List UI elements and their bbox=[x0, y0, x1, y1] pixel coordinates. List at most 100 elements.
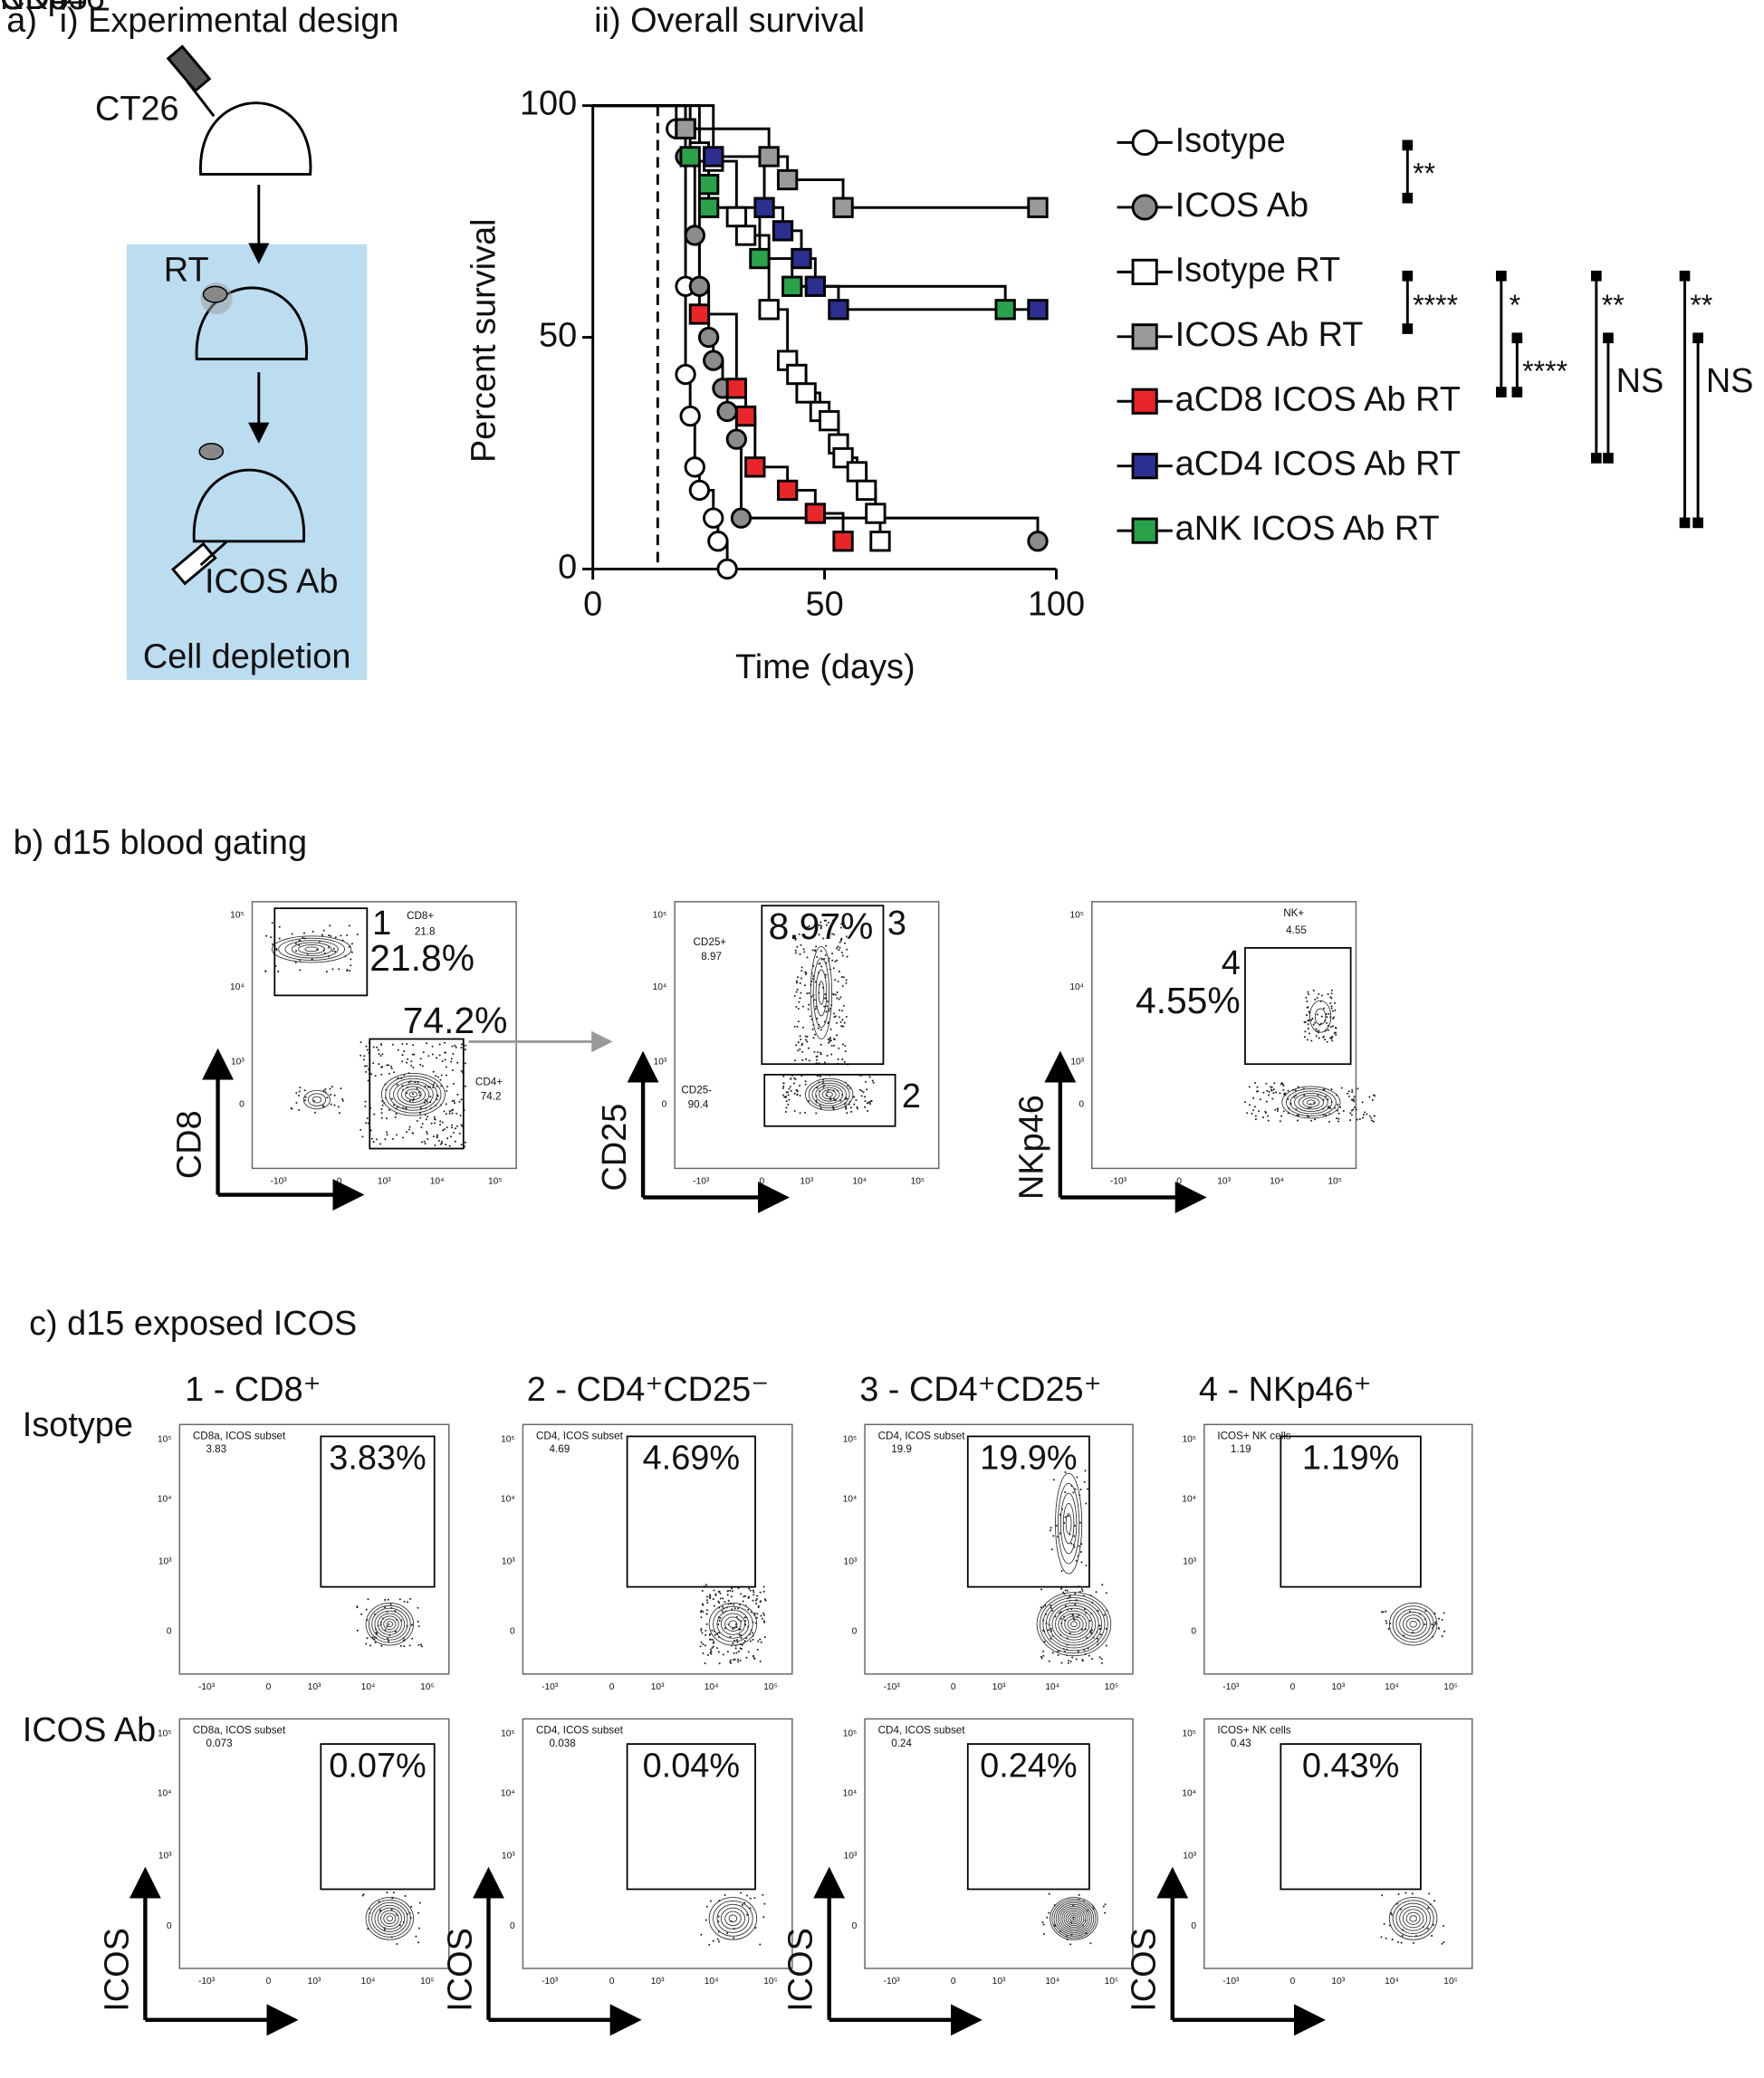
event-dot bbox=[1350, 1114, 1353, 1116]
contour bbox=[815, 1085, 844, 1105]
event-dot bbox=[820, 1029, 822, 1031]
event-dot bbox=[313, 1111, 316, 1114]
gate-label: CD4+ bbox=[475, 1077, 503, 1088]
event-dot bbox=[1310, 1019, 1313, 1021]
event-dot bbox=[460, 1046, 463, 1049]
event-dot bbox=[796, 988, 799, 991]
event-dot bbox=[753, 1612, 756, 1614]
contour bbox=[708, 1602, 758, 1646]
survival-point bbox=[744, 456, 766, 478]
gate-label: ICOS+ NK cells bbox=[1217, 1725, 1290, 1737]
contour bbox=[1285, 1088, 1337, 1116]
contour bbox=[1060, 1613, 1087, 1635]
event-dot bbox=[1441, 1618, 1443, 1621]
contour bbox=[815, 969, 828, 1017]
event-dot bbox=[706, 1609, 709, 1612]
event-dot bbox=[449, 1135, 452, 1138]
legend-label: Isotype bbox=[1175, 121, 1286, 159]
event-dot bbox=[741, 1643, 743, 1646]
event-dot bbox=[1079, 1551, 1082, 1554]
event-dot bbox=[433, 1117, 436, 1121]
flow-tick-label: 10³ bbox=[844, 1557, 858, 1567]
flow-tick-label: 0 bbox=[1290, 1977, 1296, 1987]
gate-label: 21.8 bbox=[415, 925, 436, 937]
event-dot bbox=[740, 1891, 743, 1894]
event-dot bbox=[417, 1927, 420, 1930]
event-dot bbox=[1424, 1623, 1426, 1626]
event-dot bbox=[702, 1610, 705, 1613]
survival-point bbox=[725, 378, 747, 399]
event-dot bbox=[1303, 1036, 1306, 1039]
event-dot bbox=[746, 1913, 749, 1916]
event-dot bbox=[1270, 1086, 1272, 1088]
event-dot bbox=[1322, 1035, 1325, 1038]
event-dot bbox=[867, 1102, 869, 1105]
event-dot bbox=[759, 1638, 762, 1641]
event-dot bbox=[294, 942, 297, 945]
event-dot bbox=[426, 1042, 428, 1045]
event-dot bbox=[838, 998, 840, 1001]
event-dot bbox=[1323, 1088, 1326, 1091]
flow-tick-label: 10⁴ bbox=[361, 1977, 376, 1987]
event-dot bbox=[387, 1640, 389, 1642]
event-dot bbox=[844, 924, 847, 927]
event-dot bbox=[412, 1093, 415, 1096]
gate-label: 3.83% bbox=[329, 1440, 426, 1478]
panel-label: a) bbox=[6, 2, 37, 40]
event-dot bbox=[763, 1614, 766, 1616]
event-dot bbox=[1315, 1035, 1318, 1038]
gate-label: 4 bbox=[1222, 944, 1241, 982]
event-dot bbox=[797, 1008, 800, 1010]
event-dot bbox=[1287, 1089, 1289, 1092]
event-dot bbox=[799, 1112, 801, 1115]
contour bbox=[278, 937, 346, 961]
event-dot bbox=[755, 1597, 758, 1600]
event-dot bbox=[381, 1053, 384, 1056]
event-dot bbox=[1044, 1604, 1047, 1607]
event-dot bbox=[789, 1077, 792, 1080]
event-dot bbox=[711, 1646, 714, 1650]
event-dot bbox=[1079, 1591, 1081, 1594]
event-dot bbox=[1296, 1119, 1299, 1122]
event-dot bbox=[445, 1066, 447, 1068]
event-dot bbox=[706, 1602, 709, 1604]
event-dot bbox=[450, 1060, 453, 1063]
event-dot bbox=[1078, 1893, 1080, 1896]
event-dot bbox=[408, 1125, 411, 1128]
x-axis-label: Time (days) bbox=[735, 648, 916, 686]
gate-label: 8.97% bbox=[769, 905, 874, 947]
event-dot bbox=[362, 1893, 365, 1896]
contour bbox=[810, 945, 833, 1039]
event-dot bbox=[744, 1619, 747, 1623]
event-dot bbox=[341, 1099, 344, 1102]
event-dot bbox=[1307, 1028, 1309, 1030]
event-dot bbox=[405, 1131, 408, 1134]
event-dot bbox=[731, 1587, 733, 1590]
plot-frame bbox=[864, 1423, 1134, 1675]
event-dot bbox=[419, 1643, 422, 1646]
event-dot bbox=[815, 945, 818, 948]
event-dot bbox=[378, 1053, 380, 1056]
event-dot bbox=[312, 1100, 315, 1103]
event-dot bbox=[721, 1605, 724, 1608]
event-dot bbox=[815, 1056, 818, 1058]
flow-tick-label: 10⁵ bbox=[1443, 1977, 1458, 1987]
event-dot bbox=[1347, 1090, 1350, 1093]
survival-point bbox=[707, 531, 729, 552]
event-dot bbox=[1267, 1119, 1270, 1122]
event-dot bbox=[729, 1589, 732, 1592]
event-dot bbox=[1330, 1088, 1333, 1091]
event-dot bbox=[808, 1059, 810, 1062]
event-dot bbox=[845, 1107, 848, 1110]
plot-frame bbox=[522, 1718, 793, 1969]
y-tick-label: 50 bbox=[539, 317, 577, 355]
event-dot bbox=[1272, 1088, 1275, 1091]
flow-tick-label: 10⁴ bbox=[705, 1682, 719, 1692]
event-dot bbox=[1434, 1621, 1437, 1623]
event-dot bbox=[411, 1637, 414, 1640]
survival-point bbox=[734, 405, 757, 427]
event-dot bbox=[374, 1641, 377, 1643]
gate-label: 19.9 bbox=[891, 1443, 912, 1455]
event-dot bbox=[340, 1087, 342, 1090]
